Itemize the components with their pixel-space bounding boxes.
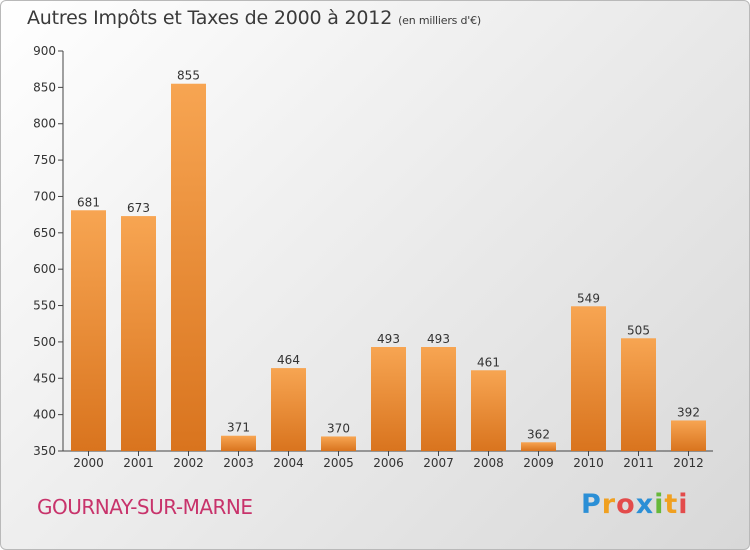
y-tick-label: 450 (33, 371, 56, 385)
x-tick-label: 2001 (123, 456, 154, 470)
x-tick-label: 2006 (373, 456, 404, 470)
data-label-2010: 549 (577, 291, 600, 305)
bar-2009 (521, 442, 556, 451)
bar-2007 (421, 347, 456, 451)
bar-2004 (271, 368, 306, 451)
x-tick-label: 2000 (73, 456, 104, 470)
logo-letter: P (581, 489, 602, 520)
y-tick-label: 800 (33, 117, 56, 131)
data-label-2007: 493 (427, 332, 450, 346)
data-label-2009: 362 (527, 427, 550, 441)
x-tick-label: 2005 (323, 456, 354, 470)
data-label-2004: 464 (277, 353, 300, 367)
logo-letter: i (654, 489, 665, 520)
data-label-2003: 371 (227, 421, 250, 435)
bars (71, 83, 706, 452)
data-label-2011: 505 (627, 323, 650, 337)
commune-name: GOURNAY-SUR-MARNE (37, 495, 253, 519)
y-tick-label: 600 (33, 262, 56, 276)
y-tick-label: 350 (33, 444, 56, 458)
bar-2011 (621, 338, 656, 451)
logo-letter: x (635, 489, 655, 520)
proxiti-logo: Proxiti (581, 489, 689, 520)
data-label-2008: 461 (477, 355, 500, 369)
y-tick-label: 850 (33, 80, 56, 94)
bar-2002 (171, 83, 206, 452)
chart-title: Autres Impôts et Taxes de 2000 à 2012 (27, 7, 393, 29)
bar-2005 (321, 436, 356, 451)
x-tick-label: 2009 (523, 456, 554, 470)
x-tick-label: 2002 (173, 456, 204, 470)
bar-2000 (71, 210, 106, 451)
y-tick-label: 550 (33, 299, 56, 313)
y-tick-label: 400 (33, 408, 56, 422)
x-tick-label: 2012 (673, 456, 704, 470)
data-labels: 681 673 855 371 464 370 493 493 461 362 549 505 392 (77, 69, 700, 442)
x-tick-label: 2007 (423, 456, 454, 470)
data-label-2012: 392 (677, 405, 700, 419)
data-label-2002: 855 (177, 69, 200, 83)
bar-2008 (471, 370, 506, 451)
logo-letter: o (616, 489, 636, 520)
y-tick-label: 900 (33, 44, 56, 58)
y-tick-label: 700 (33, 189, 56, 203)
chart-subtitle: (en milliers d'€) (398, 14, 481, 27)
x-tick-label: 2008 (473, 456, 504, 470)
y-tick-label: 500 (33, 335, 56, 349)
x-tick-label: 2010 (573, 456, 604, 470)
logo-letter: i (678, 489, 689, 520)
x-tick-label: 2004 (273, 456, 304, 470)
data-label-2006: 493 (377, 332, 400, 346)
logo-letter: r (601, 489, 617, 520)
bar-2006 (371, 347, 406, 451)
data-label-2000: 681 (77, 195, 100, 209)
bar-2003 (221, 435, 256, 451)
bar-2001 (121, 216, 156, 451)
bar-2010 (571, 306, 606, 451)
data-label-2001: 673 (127, 201, 150, 215)
x-tick-label: 2003 (223, 456, 254, 470)
y-tick-label: 650 (33, 226, 56, 240)
chart-title-row: Autres Impôts et Taxes de 2000 à 2012 (en… (27, 7, 481, 29)
y-tick-label: 750 (33, 153, 56, 167)
data-label-2005: 370 (327, 421, 350, 435)
bar-2012 (671, 420, 706, 451)
x-tick-label: 2011 (623, 456, 654, 470)
logo-letter: t (664, 489, 679, 520)
